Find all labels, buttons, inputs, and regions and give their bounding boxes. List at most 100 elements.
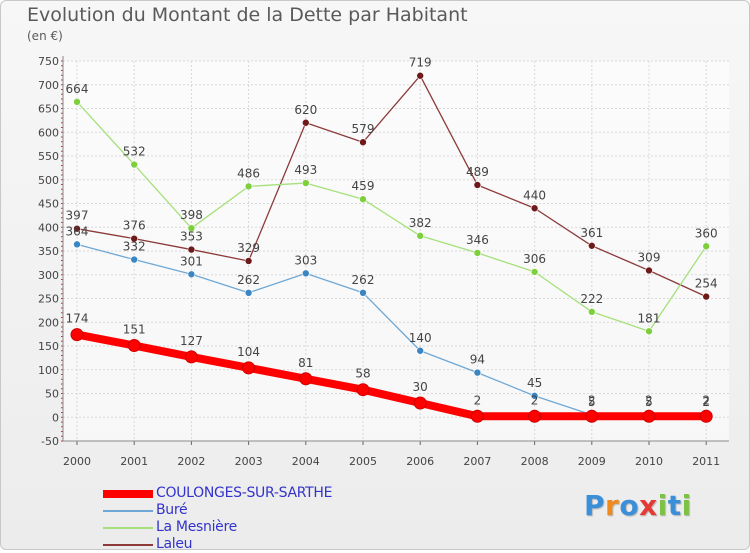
data-label: 151 — [123, 323, 146, 337]
data-point — [244, 257, 253, 265]
data-label: 140 — [409, 331, 432, 345]
data-label: 361 — [580, 226, 603, 240]
data-label: 376 — [123, 219, 146, 233]
logo-letter: i — [657, 489, 668, 522]
y-tick-label: 750 — [38, 55, 59, 68]
data-point — [587, 241, 596, 250]
data-point — [184, 350, 198, 364]
data-point — [187, 224, 196, 232]
data-point — [473, 368, 482, 377]
data-label: 309 — [638, 250, 661, 264]
data-label: 45 — [527, 376, 542, 390]
legend-swatch — [103, 490, 153, 498]
x-tick-label: 2002 — [177, 455, 205, 468]
data-point — [645, 327, 653, 336]
y-tick-label: 50 — [45, 388, 59, 401]
x-tick-label: 2000 — [63, 455, 91, 468]
y-tick-label: 650 — [38, 103, 59, 116]
y-tick-label: 600 — [38, 126, 59, 139]
y-tick-label: 0 — [52, 411, 59, 424]
data-label: 5 — [588, 395, 596, 409]
logo-letter: o — [619, 489, 640, 522]
data-label: 459 — [352, 179, 375, 193]
data-point — [70, 328, 84, 342]
data-label: 346 — [466, 233, 489, 247]
chart-subtitle: (en €) — [27, 29, 63, 43]
data-point — [530, 268, 539, 276]
data-label: 303 — [294, 253, 317, 267]
y-tick-label: -50 — [41, 435, 59, 448]
data-label: 364 — [66, 224, 89, 238]
legend-swatch — [103, 510, 153, 512]
data-label: 174 — [66, 312, 89, 326]
x-tick-label: 2006 — [406, 455, 434, 468]
data-label: 30 — [413, 380, 428, 394]
data-point — [187, 270, 196, 279]
logo-letter: i — [681, 489, 692, 522]
data-point — [301, 179, 310, 187]
data-point — [359, 288, 367, 297]
data-label: 262 — [352, 273, 375, 287]
x-tick-label: 2011 — [692, 455, 720, 468]
legend-label: La Mesnière — [156, 519, 237, 535]
data-label: 493 — [294, 163, 317, 177]
y-tick-label: 100 — [38, 364, 59, 377]
data-point — [73, 240, 81, 249]
data-point — [359, 195, 367, 204]
data-point — [530, 392, 539, 400]
data-label: 719 — [409, 56, 432, 70]
data-label: 2 — [645, 393, 653, 407]
x-tick-label: 2004 — [292, 455, 320, 468]
series-line — [76, 330, 707, 421]
data-point — [130, 234, 138, 243]
data-point — [702, 242, 711, 251]
data-label: 104 — [237, 345, 260, 359]
data-label: 382 — [409, 216, 432, 230]
data-point — [587, 307, 596, 316]
data-label: 664 — [66, 82, 89, 96]
y-tick-label: 450 — [38, 198, 59, 211]
logo-letter: t — [667, 489, 682, 522]
data-point — [473, 181, 482, 189]
x-tick-label: 2003 — [235, 455, 263, 468]
data-label: 360 — [695, 226, 718, 240]
data-label: 2 — [588, 393, 596, 407]
y-tick-label: 500 — [38, 174, 59, 187]
chart-title: Evolution du Montant de la Dette par Hab… — [27, 4, 468, 26]
data-label: 2 — [531, 393, 539, 407]
data-point — [301, 118, 310, 127]
data-label: 181 — [638, 311, 661, 325]
data-label: 262 — [237, 273, 260, 287]
legend-label: Buré — [156, 502, 188, 518]
data-point — [187, 245, 196, 254]
y-tick-label: 350 — [38, 245, 59, 258]
data-label: 353 — [180, 230, 203, 244]
y-tick-label: 700 — [38, 79, 59, 92]
legend-swatch — [103, 527, 153, 529]
data-label: 254 — [695, 277, 718, 291]
data-point — [530, 204, 539, 213]
data-point — [416, 232, 425, 240]
data-label: 2 — [474, 393, 482, 407]
data-point — [699, 409, 713, 423]
data-point — [242, 361, 256, 375]
data-point — [528, 409, 542, 423]
logo-letter: r — [605, 489, 620, 522]
data-label: 301 — [180, 254, 203, 268]
data-point — [702, 292, 711, 301]
data-point — [413, 396, 427, 410]
data-label: 222 — [580, 292, 603, 306]
data-point — [416, 346, 425, 355]
data-point — [244, 182, 253, 191]
y-tick-label: 300 — [38, 269, 59, 282]
data-point — [473, 249, 482, 257]
data-point — [301, 269, 310, 278]
data-point — [642, 409, 656, 423]
data-point — [585, 409, 599, 423]
data-point — [416, 71, 425, 80]
data-label: 2 — [702, 393, 710, 407]
x-tick-label: 2008 — [521, 455, 549, 468]
data-point — [470, 409, 484, 423]
data-label: 486 — [237, 166, 260, 180]
